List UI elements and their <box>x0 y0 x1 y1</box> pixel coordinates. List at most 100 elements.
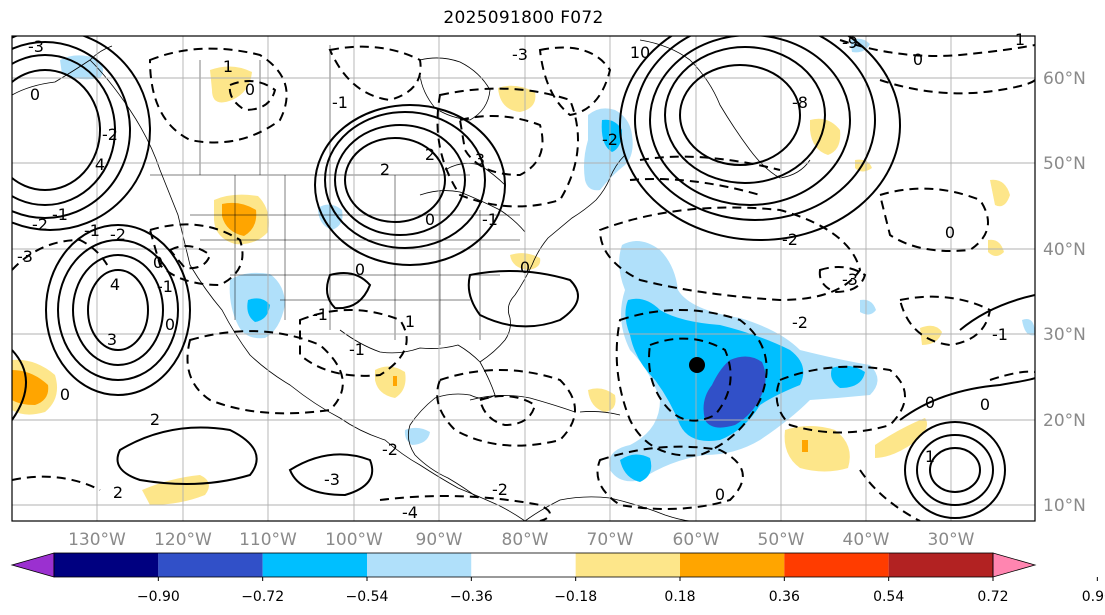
contour-label: 0 <box>60 385 70 404</box>
longitude-label: 110°W <box>239 530 297 550</box>
contour-label: 0 <box>980 395 990 414</box>
colorbar-segment <box>54 553 159 577</box>
latitude-label: 50°N <box>1043 154 1086 174</box>
longitude-label: 90°W <box>416 530 463 550</box>
colorbar-segment <box>471 553 576 577</box>
colorbar-segment <box>262 553 367 577</box>
shade-yellow-north-atlantic <box>810 118 841 155</box>
shade-blue-small-2 <box>620 454 652 482</box>
contour-label: -1 <box>992 325 1008 344</box>
colorbar-segment <box>680 553 785 577</box>
contour-label: 2 <box>150 410 160 429</box>
contour-label: -1 <box>349 340 365 359</box>
contour-label: 1 <box>223 57 233 76</box>
latitude-label: 40°N <box>1043 240 1086 260</box>
contour-label: 3 <box>475 150 485 169</box>
colorbar-extend-low <box>10 552 55 578</box>
colorbar-segment <box>158 553 263 577</box>
shade-orange-rockies <box>222 202 257 236</box>
contour-label: 1 <box>925 447 935 466</box>
contour-label: 3 <box>107 330 117 349</box>
contour-label: 2 <box>113 483 123 502</box>
coastline-layer <box>12 39 811 521</box>
contour-label: -3 <box>28 37 44 56</box>
contour-label: -8 <box>792 93 808 112</box>
colorbar-label: 0.72 <box>977 589 1008 605</box>
contour-label: 2 <box>380 160 390 179</box>
contour-label: 0 <box>30 85 40 104</box>
contour-label: -2 <box>110 225 126 244</box>
shade-light-blue-east <box>1022 319 1035 336</box>
longitude-label: 60°W <box>673 530 720 550</box>
contour-label: 0 <box>715 485 725 504</box>
latitude-label: 10°N <box>1043 496 1086 516</box>
contour-label: -2 <box>102 125 118 144</box>
solid-contours <box>12 36 1035 519</box>
contour-label: -1 <box>312 305 328 324</box>
contour-label: -2 <box>782 230 798 249</box>
latitude-label: 20°N <box>1043 411 1086 431</box>
shade-orange-tropics <box>802 440 808 452</box>
colorbar-label: −0.54 <box>346 589 389 605</box>
colorbar-label: −0.36 <box>450 589 493 605</box>
contour-label: -3 <box>17 247 33 266</box>
colorbar-label: −0.18 <box>554 589 597 605</box>
contour-label: -1 <box>84 221 100 240</box>
longitude-label: 80°W <box>502 530 549 550</box>
contour-label: -3 <box>842 270 858 289</box>
contour-label: -1 <box>332 93 348 112</box>
colorbar-label: −0.72 <box>241 589 284 605</box>
shade-light-blue-mid-atlantic <box>860 299 876 315</box>
colorbar-label: 0.54 <box>873 589 904 605</box>
contour-label: 0 <box>913 50 923 69</box>
longitude-label: 70°W <box>587 530 634 550</box>
longitude-label: 100°W <box>325 530 383 550</box>
contour-label: -1 <box>482 210 498 229</box>
contour-label: 1 <box>405 312 415 331</box>
longitude-label: 30°W <box>928 530 975 550</box>
colorbar-label: −0.90 <box>137 589 180 605</box>
contour-label: 0 <box>945 223 955 242</box>
shade-orange-texas <box>393 376 397 386</box>
shade-yellow-east-1 <box>990 179 1010 207</box>
contour-label: 2 <box>425 145 435 164</box>
storm-center-marker <box>689 357 705 373</box>
shade-blue-canada <box>601 119 622 152</box>
longitude-label: 130°W <box>68 530 126 550</box>
map-frame <box>11 35 1036 522</box>
contour-label: 0 <box>165 315 175 334</box>
shade-blue-rockies <box>247 298 270 322</box>
contour-label: 10 <box>630 43 650 62</box>
contour-label: -2 <box>602 130 618 149</box>
map-title: 2025091800 F072 <box>443 8 604 28</box>
dashed-contours <box>12 39 1035 521</box>
contour-label: 1 <box>1015 30 1025 49</box>
shade-yellow-east-3 <box>920 325 942 345</box>
colorbar-label: 0.18 <box>664 589 695 605</box>
shade-yellow-east-2 <box>988 239 1004 256</box>
colorbar-segment <box>784 553 889 577</box>
longitude-label: 120°W <box>154 530 212 550</box>
shade-yellow-hudson <box>498 85 536 112</box>
contour-label: 4 <box>110 275 120 294</box>
colorbar-extend-high <box>992 552 1037 578</box>
colorbar-frame <box>53 552 994 578</box>
colorbar-segment <box>888 553 993 577</box>
longitude-labels: 130°W 120°W 110°W 100°W 90°W 80°W 70°W 60°W 50°W… <box>68 530 975 550</box>
shade-light-blue-plains <box>318 204 343 230</box>
contour-label: -1 <box>157 277 173 296</box>
contour-label: -4 <box>402 503 418 522</box>
colorbar: −0.90 −0.72 −0.54 −0.36 −0.18 0.18 0.36 0.54 0.7… <box>10 552 1105 605</box>
latitude-label: 60°N <box>1043 69 1086 89</box>
contour-label: 0 <box>153 253 163 272</box>
shade-yellow-caribbean <box>588 388 616 412</box>
contour-label: -2 <box>382 440 398 459</box>
latitude-labels: 60°N 50°N 40°N 30°N 20°N 10°N <box>1043 69 1086 516</box>
contour-label: 0 <box>925 393 935 412</box>
contour-label: -3 <box>324 470 340 489</box>
shade-blue-small-1 <box>831 365 865 388</box>
colorbar-segment <box>367 553 472 577</box>
contour-label: -2 <box>492 480 508 499</box>
contour-label: -2 <box>792 313 808 332</box>
